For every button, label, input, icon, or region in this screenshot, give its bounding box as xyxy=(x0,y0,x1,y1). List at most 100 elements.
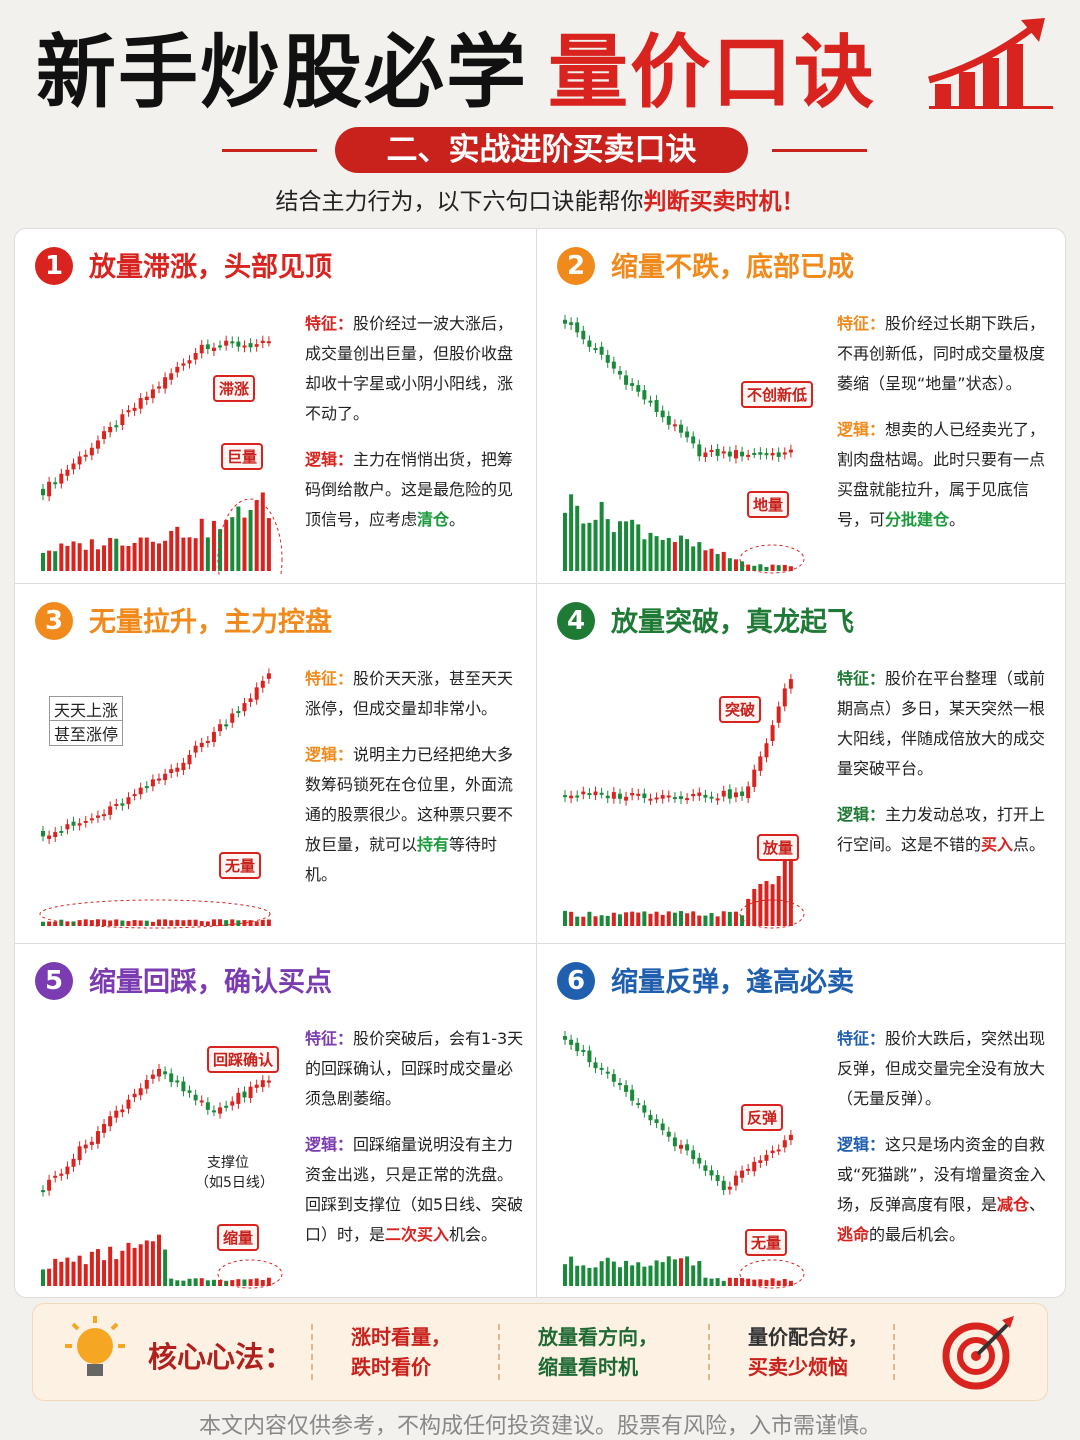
chart-shape xyxy=(776,452,781,457)
chart-shape xyxy=(266,1080,271,1083)
chart-shape xyxy=(666,537,671,571)
chart-shape xyxy=(782,1140,787,1148)
chart-shape xyxy=(587,793,592,796)
logic-text: 点。 xyxy=(1013,835,1046,854)
logic-highlight: 减仓 xyxy=(997,1195,1030,1214)
chart-shape xyxy=(587,911,592,926)
chart-shape xyxy=(254,344,259,347)
chart-shape xyxy=(685,913,690,926)
summary-item: 涨时看量， 跌时看价 xyxy=(351,1322,451,1382)
chart-shape xyxy=(648,1265,653,1286)
chart-shape xyxy=(114,538,119,571)
annotation: 不创新低 xyxy=(741,381,814,408)
intro-highlight: 判断买卖时机！ xyxy=(643,189,805,215)
chart-shape xyxy=(679,911,683,926)
chart-shape xyxy=(236,341,241,347)
chart-shape xyxy=(157,543,161,571)
chart-shape xyxy=(697,1157,702,1164)
illustration-chart xyxy=(563,674,805,929)
chart-shape xyxy=(53,551,58,571)
chart-shape xyxy=(654,911,659,926)
chart-shape xyxy=(175,526,180,571)
chart-shape xyxy=(218,529,223,571)
chart-shape xyxy=(740,915,745,926)
chart-shape xyxy=(630,1265,635,1286)
chart-shape xyxy=(65,1166,70,1175)
chart-shape xyxy=(83,549,88,571)
chart-shape xyxy=(114,919,119,926)
chart-shape xyxy=(782,688,787,707)
chart-shape xyxy=(587,1050,592,1063)
chart-shape xyxy=(758,1279,763,1286)
chart-shape xyxy=(218,724,223,732)
chart-shape xyxy=(770,1278,775,1286)
logic-highlight: 持有 xyxy=(417,835,450,854)
logic-text: 。 xyxy=(449,510,466,529)
chart-shape xyxy=(617,914,622,926)
chart-shape xyxy=(776,565,781,571)
chart-shape xyxy=(169,1073,174,1083)
chart-shape xyxy=(721,1180,726,1191)
chart-shape xyxy=(575,1265,580,1286)
chart-shape xyxy=(654,1260,659,1286)
chart-shape xyxy=(77,920,82,926)
chart-shape xyxy=(59,1173,64,1176)
chart-shape xyxy=(114,803,119,806)
banner-line xyxy=(772,149,867,152)
chart-shape xyxy=(248,343,253,348)
chart-shape xyxy=(120,414,125,426)
chart-shape xyxy=(47,1268,52,1286)
logic: 逻辑：回踩缩量说明没有主力资金出逃，只是正常的洗盘。回踩到支撑位（如5日线、突破… xyxy=(305,1130,527,1250)
chart-shape xyxy=(679,1258,683,1286)
chart-shape xyxy=(65,545,70,571)
feature-text: 股价在平台整理（或前期高点）多日，某天突然一根大阳线，伴随成倍放大的成交量突破平… xyxy=(837,669,1046,778)
chart-shape xyxy=(617,1267,622,1286)
logic-text: 。 xyxy=(949,510,966,529)
chart-shape xyxy=(102,1260,107,1286)
chart-shape xyxy=(624,375,629,385)
chart-shape xyxy=(776,1149,781,1152)
chart-shape xyxy=(248,510,253,571)
chart-shape xyxy=(636,793,641,796)
chart-shape xyxy=(685,1256,690,1286)
summary-line: 涨时看量， xyxy=(351,1325,451,1349)
chart-shape xyxy=(611,361,616,369)
chart-shape xyxy=(569,1039,574,1045)
chart-shape xyxy=(217,498,283,576)
chart-shape xyxy=(242,345,247,348)
chart-shape xyxy=(260,919,265,926)
chart-shape xyxy=(150,1241,155,1286)
panel: 1 放量滞涨，头部见顶 滞涨 巨量 特征：股价经过一波大涨后，成交量创出巨量，但股价收盘… xyxy=(15,229,537,584)
chart-shape xyxy=(163,773,168,781)
chart-shape xyxy=(758,883,763,926)
chart-shape xyxy=(163,540,168,571)
summary-line: 量价配合好， xyxy=(748,1325,868,1349)
annotation: 巨量 xyxy=(221,443,264,470)
chart-shape xyxy=(776,875,781,926)
chart-shape xyxy=(199,1100,204,1103)
chart-shape xyxy=(599,915,604,926)
chart-shape xyxy=(733,559,738,571)
chart-shape xyxy=(605,915,610,926)
chart-shape xyxy=(71,1158,76,1167)
chart-shape xyxy=(782,1279,787,1286)
chart-shape xyxy=(187,1090,192,1093)
chart-shape xyxy=(248,1279,253,1286)
chart-shape xyxy=(157,386,161,389)
chart-shape xyxy=(611,1261,616,1286)
chart-shape xyxy=(630,911,635,926)
chart-shape xyxy=(563,1036,567,1040)
chart-shape xyxy=(569,795,574,799)
chart-shape xyxy=(205,537,210,571)
chart-shape xyxy=(672,1259,677,1286)
chart-shape xyxy=(666,911,671,926)
chart-shape xyxy=(624,1085,629,1092)
chart-shape xyxy=(108,426,113,433)
chart-shape xyxy=(266,518,271,571)
chart-shape xyxy=(679,535,683,571)
chart-shape xyxy=(120,920,125,926)
chart-shape xyxy=(721,551,726,571)
chart-shape xyxy=(703,794,708,798)
chart-shape xyxy=(211,919,216,926)
